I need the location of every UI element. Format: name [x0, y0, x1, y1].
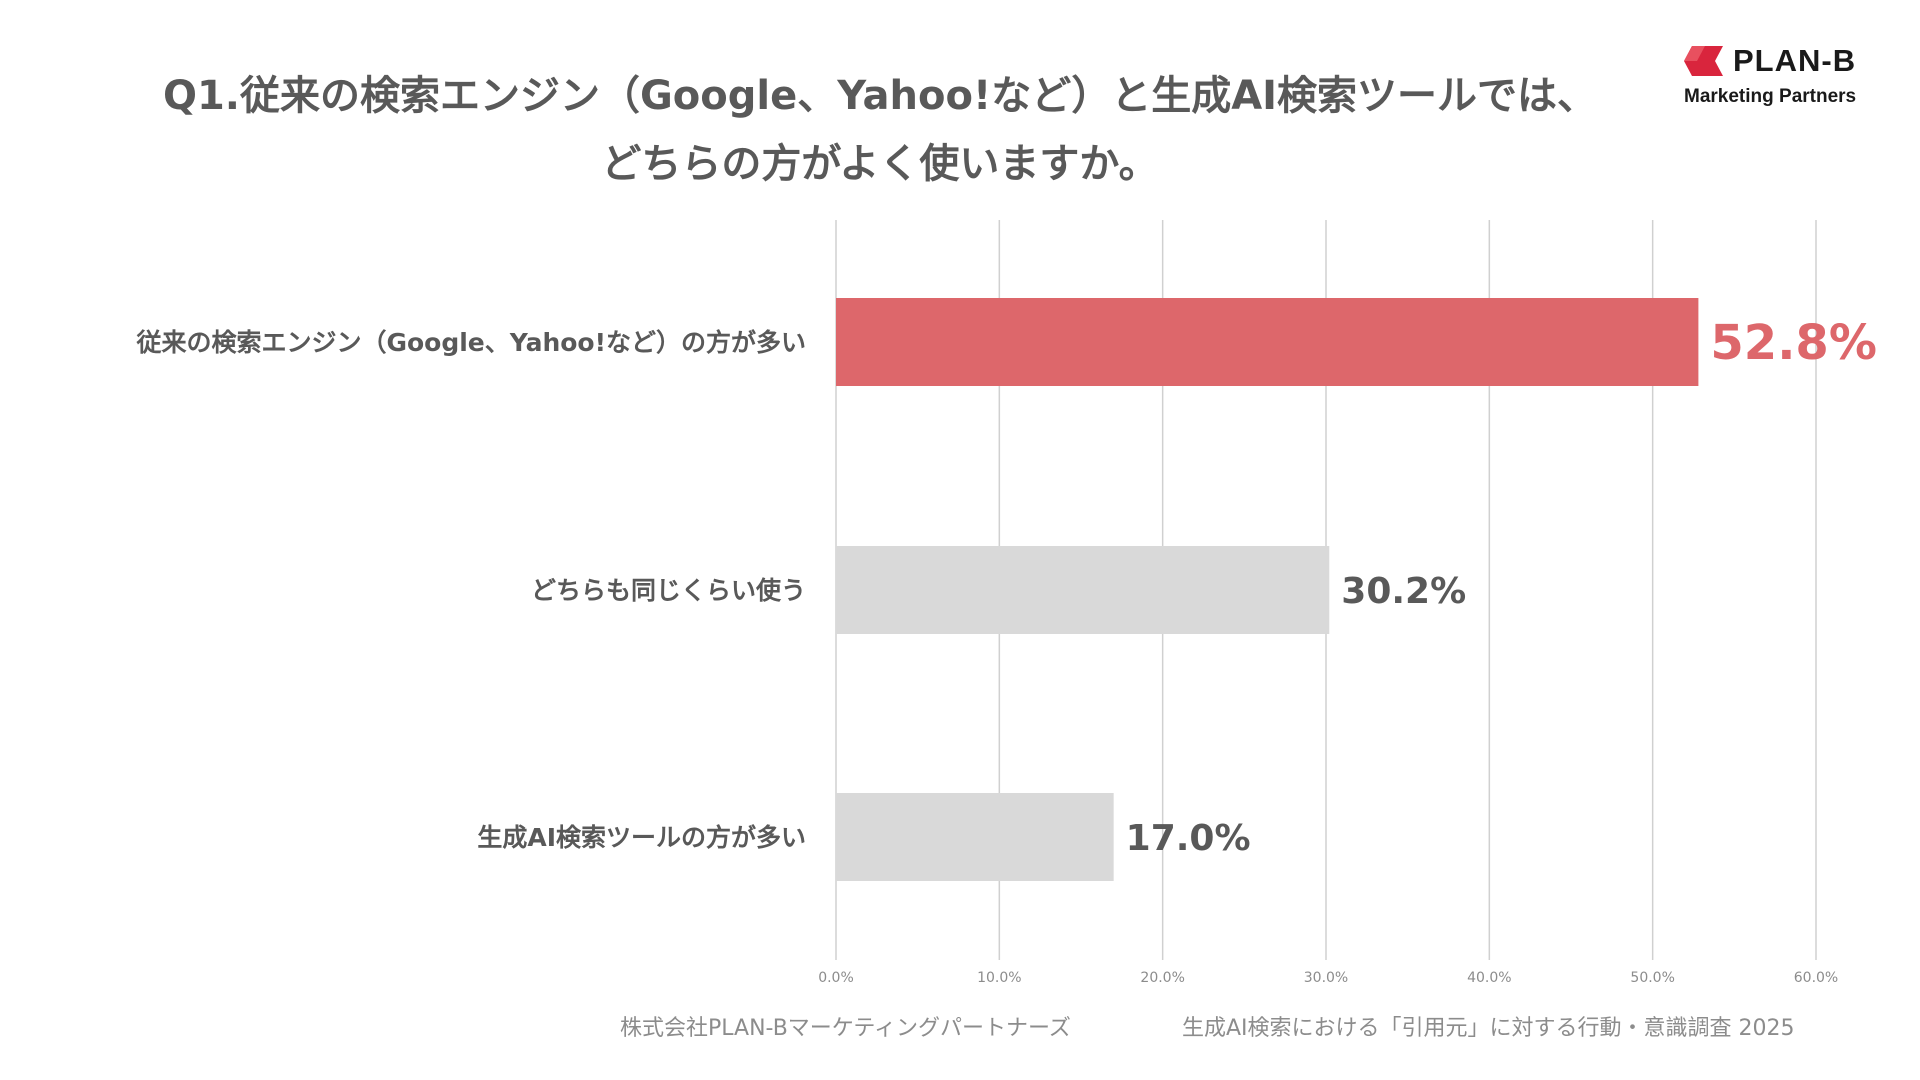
- bar-0: [836, 298, 1699, 386]
- footer-company: 株式会社PLAN-Bマーケティングパートナーズ: [620, 1016, 1071, 1041]
- x-tick-label-2: 20.0%: [1140, 970, 1184, 986]
- x-tick-label-4: 40.0%: [1467, 970, 1511, 986]
- bar-1: [836, 546, 1330, 634]
- value-label-0: 52.8%: [1710, 315, 1877, 371]
- bar-2: [836, 793, 1114, 881]
- x-tick-label-0: 0.0%: [818, 970, 854, 986]
- footer-survey-title: 生成AI検索における「引用元」に対する行動・意識調査 2025: [1182, 1016, 1795, 1041]
- logo-name: PLAN-B: [1733, 43, 1857, 78]
- logo-mark-highlight: [1684, 46, 1705, 61]
- labels: 0.0% 10.0% 20.0% 30.0% 40.0% 50.0% 60.0% 従来の検索エ…: [135, 315, 1876, 986]
- plan-b-logo-mark-icon: [1684, 46, 1723, 76]
- category-label-1: どちらも同じくらい使う: [531, 576, 806, 605]
- company-logo: PLAN-B Marketing Partners: [1683, 44, 1873, 114]
- x-tick-label-6: 60.0%: [1794, 970, 1838, 986]
- logo-tagline: Marketing Partners: [1684, 86, 1857, 107]
- value-label-2: 17.0%: [1126, 818, 1251, 859]
- bars: [836, 298, 1699, 881]
- chart-title-line-2: どちらの方がよく使いますか。: [601, 141, 1159, 187]
- x-tick-label-1: 10.0%: [977, 970, 1021, 986]
- chart-title: Q1.従来の検索エンジン（Google、Yahoo!など）と生成AI検索ツールで…: [150, 62, 1610, 198]
- category-label-0: 従来の検索エンジン（Google、Yahoo!など）の方が多い: [135, 328, 806, 357]
- bar-chart: 0.0% 10.0% 20.0% 30.0% 40.0% 50.0% 60.0% 従来の検索エ…: [135, 220, 1877, 986]
- chart-title-line-1: Q1.従来の検索エンジン（Google、Yahoo!など）と生成AI検索ツールで…: [162, 73, 1598, 119]
- value-label-1: 30.2%: [1341, 571, 1466, 612]
- category-label-2: 生成AI検索ツールの方が多い: [477, 823, 806, 852]
- x-tick-label-5: 50.0%: [1630, 970, 1674, 986]
- x-tick-label-3: 30.0%: [1304, 970, 1348, 986]
